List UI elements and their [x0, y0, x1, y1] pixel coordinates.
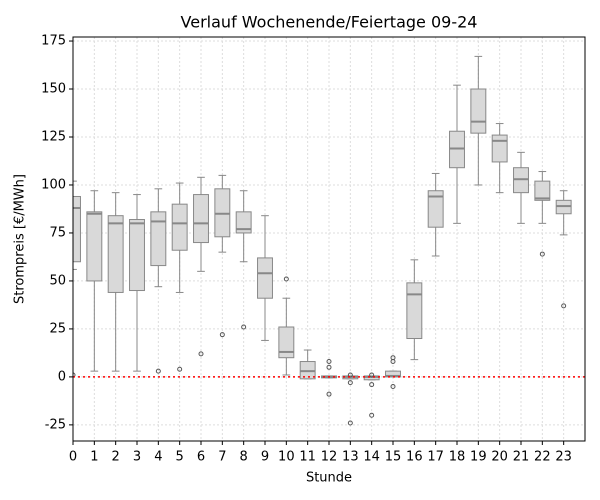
plot-area — [73, 55, 585, 426]
x-tick-label: 21 — [513, 450, 530, 465]
y-tick-label: 125 — [41, 129, 66, 144]
outlier — [369, 372, 375, 378]
outlier — [283, 276, 289, 282]
grid — [72, 37, 585, 441]
x-tick-label: 22 — [534, 450, 551, 465]
box — [257, 257, 273, 299]
outlier — [73, 372, 76, 378]
outlier — [326, 359, 332, 365]
y-tick-label: 100 — [41, 177, 66, 192]
outlier — [347, 380, 353, 386]
x-tick-label: 2 — [112, 450, 120, 465]
x-tick-label: 20 — [491, 450, 508, 465]
outlier — [347, 372, 353, 378]
outlier — [561, 303, 567, 309]
x-tick-label: 13 — [342, 450, 359, 465]
outlier — [219, 332, 225, 338]
x-tick-label: 16 — [406, 450, 423, 465]
box — [491, 134, 508, 163]
x-tick-label: 10 — [278, 450, 295, 465]
box — [193, 194, 209, 244]
box — [406, 282, 423, 340]
box — [150, 211, 167, 267]
outlier — [369, 382, 375, 388]
outlier — [539, 251, 545, 257]
y-tick-label: 0 — [58, 369, 66, 384]
box — [107, 215, 124, 293]
x-tick-label: 17 — [427, 450, 444, 465]
outlier — [155, 368, 161, 374]
y-axis-label: Strompreis [€/MWh] — [13, 174, 28, 304]
box — [129, 219, 145, 292]
outlier — [326, 364, 332, 370]
box — [427, 190, 444, 228]
x-tick-label: 4 — [154, 450, 162, 465]
x-tick-label: 7 — [218, 450, 226, 465]
outlier — [369, 412, 375, 418]
outlier — [241, 324, 247, 330]
x-tick-label: 6 — [197, 450, 205, 465]
x-tick-label: 11 — [299, 450, 316, 465]
box — [73, 195, 81, 263]
x-tick-label: 1 — [90, 450, 98, 465]
box — [278, 326, 295, 359]
outlier — [390, 359, 396, 365]
x-tick-label: 5 — [176, 450, 184, 465]
x-tick-label: 3 — [133, 450, 141, 465]
outlier — [198, 351, 204, 357]
y-tick-label: 150 — [41, 82, 66, 97]
x-tick-label: 23 — [555, 450, 572, 465]
box — [534, 180, 551, 201]
x-tick-label: 18 — [449, 450, 466, 465]
x-tick-label: 0 — [69, 450, 77, 465]
box — [235, 211, 252, 234]
x-tick-label: 14 — [363, 450, 380, 465]
y-tick-label: 25 — [49, 321, 66, 336]
x-tick-label: 12 — [321, 450, 338, 465]
y-tick-label: 50 — [49, 273, 66, 288]
outlier — [347, 420, 353, 426]
chart-title: Verlauf Wochenende/Feiertage 09-24 — [181, 13, 478, 32]
outlier — [326, 391, 332, 397]
box — [86, 211, 103, 282]
box — [470, 88, 487, 134]
x-tick-label: 8 — [240, 450, 248, 465]
outlier — [177, 366, 183, 372]
outlier — [390, 383, 396, 389]
y-tick-label: 175 — [41, 34, 66, 49]
x-tick-label: 19 — [470, 450, 487, 465]
x-axis-label: Stunde — [306, 471, 352, 486]
y-tick-label: -25 — [45, 417, 66, 432]
x-tick-label: 15 — [385, 450, 402, 465]
x-tick-label: 9 — [261, 450, 269, 465]
y-tick-label: 75 — [49, 225, 66, 240]
box — [171, 203, 188, 251]
